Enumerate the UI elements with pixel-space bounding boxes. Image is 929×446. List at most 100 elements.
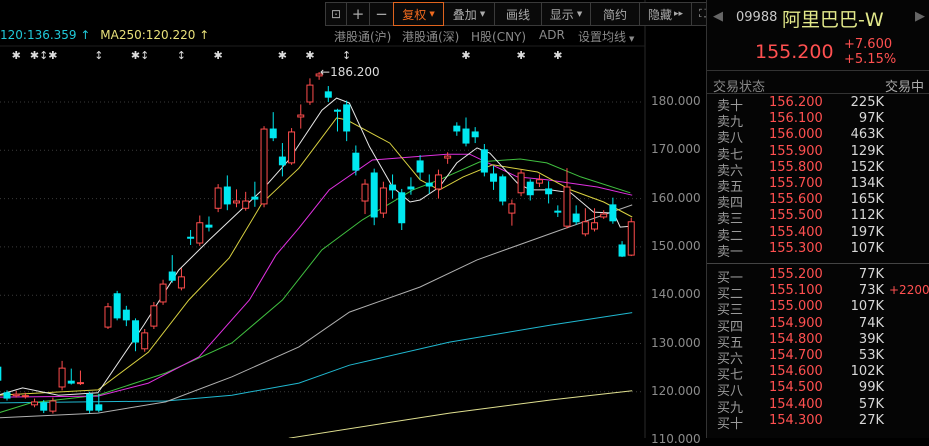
- ask-row[interactable]: 卖四 155.600 165K: [707, 192, 929, 211]
- candle-body: [306, 84, 314, 103]
- lock-icon: ⊡: [330, 7, 342, 21]
- candle-body: [67, 380, 75, 384]
- level-volume: 73K: [858, 283, 884, 299]
- link-adr[interactable]: ADR: [539, 28, 565, 42]
- caret-down-icon: ▼: [576, 10, 583, 18]
- level-label: 买五: [717, 335, 744, 351]
- candle: [545, 181, 553, 204]
- candle: [627, 217, 635, 257]
- candle: [425, 174, 433, 194]
- ask-row[interactable]: 卖一 155.300 107K: [707, 241, 929, 260]
- price-change-pct: +5.15%: [844, 52, 897, 67]
- candle: [177, 268, 185, 291]
- level-price: 155.700: [769, 176, 823, 191]
- candle-body: [0, 366, 2, 381]
- candle-body: [508, 203, 516, 214]
- event-marker-icon: ✱: [278, 49, 287, 62]
- level-volume: 99K: [858, 380, 884, 396]
- candle: [572, 205, 580, 225]
- level-volume: 102K: [850, 364, 884, 380]
- quote-panel: ◀ 09988 阿里巴巴-W ▶ 155.200 +7.600 +5.15% 交…: [706, 0, 929, 438]
- candle-body: [535, 179, 543, 184]
- zoom-out-button[interactable]: −: [369, 2, 394, 26]
- bid-row[interactable]: 买九 154.400 57K: [707, 397, 929, 416]
- candle-body: [600, 213, 608, 218]
- candle-body: [132, 320, 140, 343]
- candle-body: [168, 271, 176, 281]
- candle-body: [471, 131, 479, 138]
- bid-row[interactable]: 买八 154.500 99K: [707, 380, 929, 400]
- candle: [554, 205, 562, 217]
- ma-settings-dropdown[interactable]: 设置均线 ▼: [578, 30, 635, 44]
- zoom-in-button[interactable]: +: [346, 2, 370, 26]
- candle-body: [499, 176, 507, 202]
- candle: [251, 181, 259, 207]
- candle: [141, 329, 149, 352]
- prev-stock-arrow-icon[interactable]: ◀: [713, 9, 723, 24]
- level-volume: 225K: [850, 95, 884, 110]
- candle-body: [407, 186, 415, 190]
- lock-button[interactable]: ⊡: [325, 2, 347, 26]
- level-volume: 463K: [850, 127, 884, 143]
- candle: [389, 174, 397, 199]
- ask-row[interactable]: 卖二 155.400 197K: [707, 225, 929, 244]
- candle-body: [49, 400, 57, 412]
- candle-body: [141, 332, 149, 350]
- bid-row[interactable]: 买五 154.800 39K: [707, 332, 929, 351]
- candle-body: [333, 109, 341, 112]
- candle-body: [86, 393, 94, 411]
- candle: [535, 174, 543, 188]
- event-marker-icon: ✱: [131, 49, 140, 62]
- level-price: 154.500: [769, 380, 823, 396]
- candle: [324, 86, 332, 102]
- bid-row[interactable]: 买二 155.100 73K +2200: [707, 283, 929, 302]
- candle: [480, 144, 488, 177]
- candlestick-chart[interactable]: ✱ ✱ ↕ ✱ ↕ ✱ ↕ ↕ ✱ ✱ ✱ ↕ ✱ ✱ ✱ ←186.200: [0, 0, 706, 438]
- y-tick-label: 120.000: [651, 383, 701, 398]
- candle: [370, 168, 378, 226]
- link-hk-connect-sh[interactable]: 港股通(沪): [334, 30, 392, 44]
- candle-body: [196, 222, 204, 244]
- bid-row[interactable]: 买十 154.300 27K: [707, 413, 929, 432]
- bid-row[interactable]: 买三 155.000 107K: [707, 299, 929, 318]
- candle-body: [31, 401, 39, 406]
- ask-row[interactable]: 卖七 155.900 129K: [707, 144, 929, 163]
- caret-down-icon: ▼: [429, 10, 435, 18]
- ask-row[interactable]: 卖六 155.800 152K: [707, 160, 929, 179]
- display-dropdown[interactable]: 显示 ▼: [541, 2, 591, 26]
- bid-row[interactable]: 买六 154.700 53K: [707, 348, 929, 367]
- ask-row[interactable]: 卖三 155.500 112K: [707, 208, 929, 227]
- draw-button[interactable]: 画线: [494, 2, 542, 26]
- arrow-left-icon: ←: [320, 65, 330, 79]
- ask-row[interactable]: 卖九 156.100 97K: [707, 111, 929, 130]
- link-hk-connect-sz[interactable]: 港股通(深): [402, 30, 460, 44]
- candle-body: [462, 128, 470, 144]
- hide-button[interactable]: 隐藏 ▸▸: [639, 2, 692, 26]
- candle-body: [251, 196, 259, 200]
- candle-body: [545, 188, 553, 195]
- link-h-share-cny[interactable]: H股(CNY): [471, 30, 527, 44]
- event-marker-icon: ↕: [342, 49, 351, 62]
- ask-row[interactable]: 卖十 156.200 225K: [707, 95, 929, 114]
- overlay-dropdown[interactable]: 叠加 ▼: [443, 2, 495, 26]
- next-stock-arrow-icon[interactable]: ▶: [915, 9, 925, 24]
- level-price: 155.000: [769, 299, 823, 315]
- ask-row[interactable]: 卖五 155.700 134K: [707, 176, 929, 195]
- level-volume: 165K: [850, 192, 884, 208]
- simple-button[interactable]: 简约: [590, 2, 640, 26]
- bid-row[interactable]: 买四 154.900 74K: [707, 316, 929, 335]
- level-label: 买八: [717, 384, 744, 400]
- bid-row[interactable]: 买七 154.600 102K: [707, 364, 929, 383]
- candle-body: [76, 382, 84, 385]
- candle: [398, 188, 406, 230]
- candle-body: [58, 367, 66, 388]
- bid-row[interactable]: 买一 155.200 77K: [707, 267, 929, 286]
- fuquan-dropdown[interactable]: 复权 ▼: [393, 2, 444, 26]
- event-marker-icon: ✱: [305, 49, 314, 62]
- level-label: 卖一: [717, 244, 744, 260]
- ma20-line: [0, 153, 633, 398]
- candle: [86, 391, 94, 414]
- level-volume: 53K: [858, 348, 884, 363]
- ask-row[interactable]: 卖八 156.000 463K: [707, 127, 929, 146]
- level-label: 买六: [717, 352, 744, 367]
